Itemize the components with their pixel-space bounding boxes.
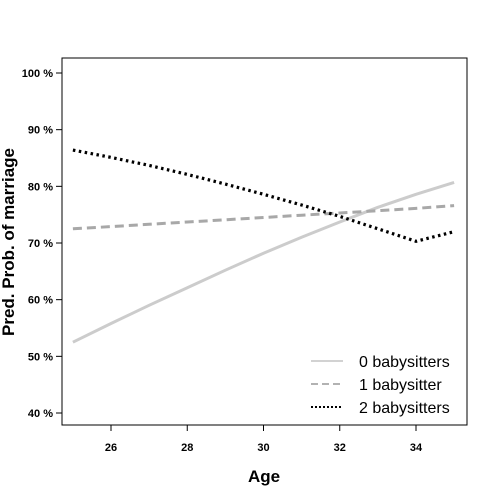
y-tick-label: 90 % (28, 125, 53, 137)
x-tick-label: 30 (257, 442, 269, 454)
plot-frame (61, 57, 468, 426)
legend-label-1: 1 babysitter (359, 377, 442, 394)
x-tick-label: 28 (181, 442, 193, 454)
legend-label-0: 0 babysitters (359, 354, 450, 371)
y-axis: 40 % 50 % 60 % 70 % 80 % 90 % 100 % (22, 68, 62, 420)
x-tick-label: 32 (334, 442, 346, 454)
series-line-2 (72, 148, 455, 243)
legend-label-2: 2 babysitters (359, 400, 450, 417)
y-tick-label: 80 % (28, 181, 53, 193)
y-tick-label: 60 % (28, 295, 53, 307)
series-lines (72, 148, 455, 344)
series-line-1 (72, 204, 455, 231)
series-line-0 (72, 180, 455, 344)
y-tick-label: 40 % (28, 408, 53, 420)
y-tick-label: 100 % (22, 68, 53, 80)
legend: 0 babysitters 1 babysitter 2 babysitters (311, 354, 450, 417)
y-tick-label: 70 % (28, 238, 53, 250)
x-axis: 26 28 30 32 34 (105, 425, 423, 454)
x-tick-label: 26 (105, 442, 117, 454)
y-axis-title: Pred. Prob. of marriage (0, 148, 18, 336)
x-tick-label: 34 (410, 442, 423, 454)
x-axis-title: Age (248, 467, 280, 486)
y-tick-label: 50 % (28, 351, 53, 363)
